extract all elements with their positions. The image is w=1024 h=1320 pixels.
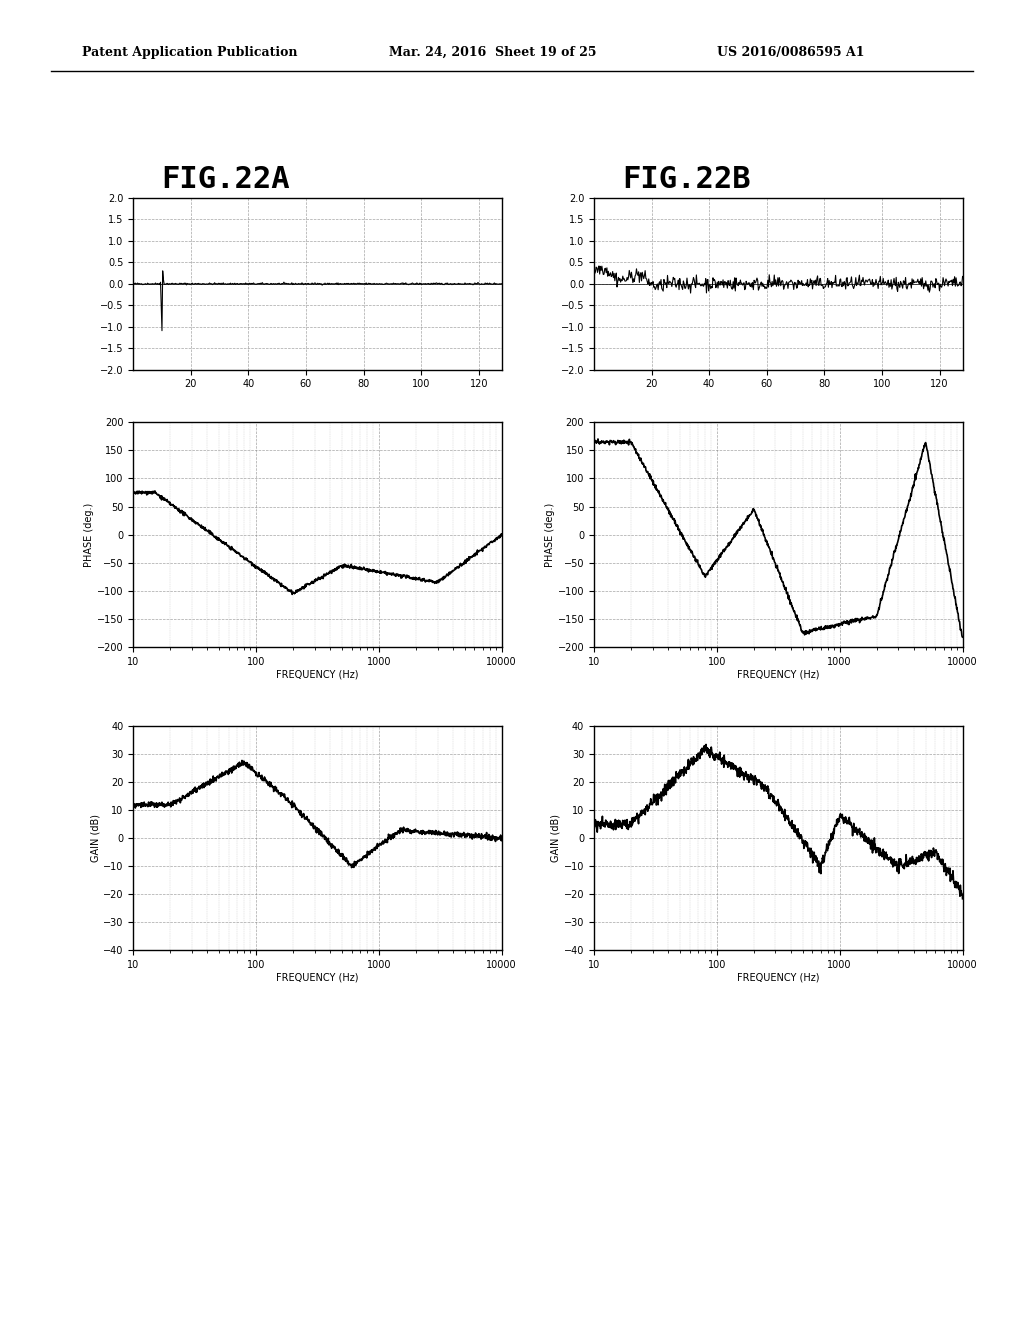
X-axis label: FREQUENCY (Hz): FREQUENCY (Hz) — [276, 669, 358, 680]
Text: US 2016/0086595 A1: US 2016/0086595 A1 — [717, 46, 864, 59]
Text: Mar. 24, 2016  Sheet 19 of 25: Mar. 24, 2016 Sheet 19 of 25 — [389, 46, 597, 59]
Y-axis label: GAIN (dB): GAIN (dB) — [551, 814, 561, 862]
Y-axis label: PHASE (deg.): PHASE (deg.) — [545, 503, 555, 566]
Text: FIG.22B: FIG.22B — [622, 165, 751, 194]
Text: FIG.22A: FIG.22A — [161, 165, 290, 194]
X-axis label: FREQUENCY (Hz): FREQUENCY (Hz) — [737, 669, 819, 680]
X-axis label: FREQUENCY (Hz): FREQUENCY (Hz) — [737, 973, 819, 983]
Y-axis label: GAIN (dB): GAIN (dB) — [90, 814, 100, 862]
Text: Patent Application Publication: Patent Application Publication — [82, 46, 297, 59]
Y-axis label: PHASE (deg.): PHASE (deg.) — [84, 503, 94, 566]
X-axis label: FREQUENCY (Hz): FREQUENCY (Hz) — [276, 973, 358, 983]
